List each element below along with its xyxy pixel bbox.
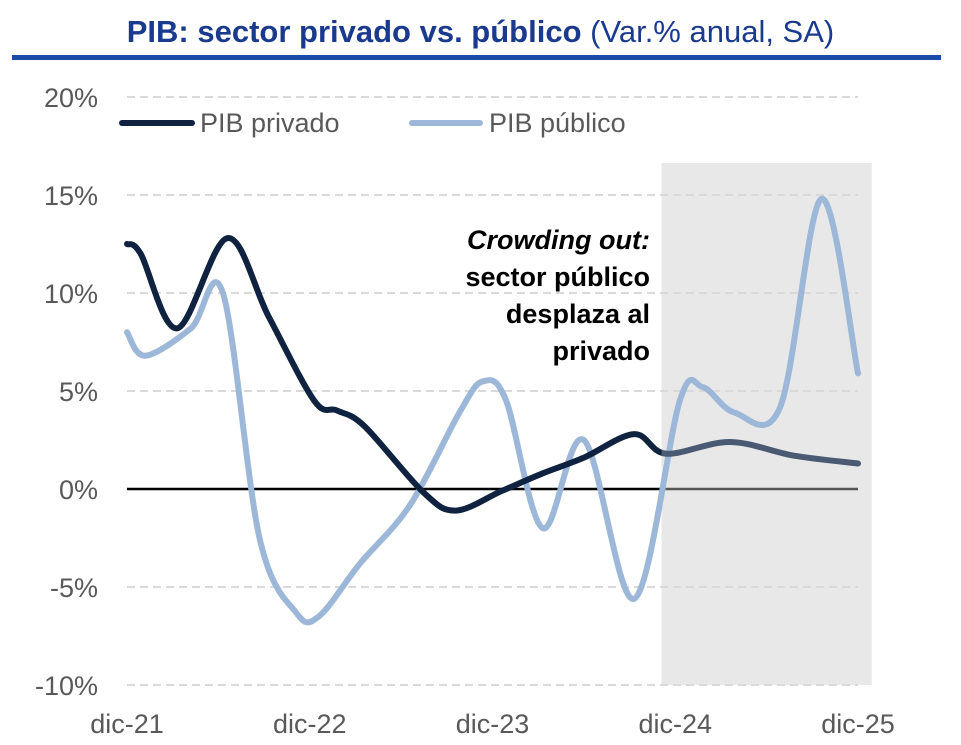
y-tick-label: -5% <box>50 573 98 603</box>
y-tick-label: 15% <box>44 181 98 211</box>
chart-title-subtitle: (Var.% anual, SA) <box>590 14 835 49</box>
legend-label-pib-privado: PIB privado <box>200 108 340 138</box>
y-tick-label: -10% <box>35 671 98 701</box>
annotation-line-2: sector público <box>465 262 650 292</box>
annotation-line-4: privado <box>552 336 650 366</box>
series-line-pib-privado <box>124 235 662 514</box>
series-line-pib-publico <box>124 195 861 626</box>
y-tick-label: 10% <box>44 279 98 309</box>
y-tick-label: 20% <box>44 83 98 113</box>
title-rule <box>12 55 941 60</box>
x-tick-label: dic-21 <box>90 709 164 739</box>
x-tick-label: dic-22 <box>273 709 347 739</box>
x-tick-label: dic-24 <box>638 709 712 739</box>
annotation-line-1: Crowding out: <box>467 225 650 255</box>
x-tick-label: dic-25 <box>821 709 895 739</box>
y-tick-label: 0% <box>59 475 98 505</box>
y-tick-label: 5% <box>59 377 98 407</box>
annotation-line-3: desplaza al <box>506 299 650 329</box>
chart-title: PIB: sector privado vs. público (Var.% a… <box>0 14 961 50</box>
x-tick-label: dic-23 <box>456 709 530 739</box>
chart-title-bold: PIB: sector privado vs. público <box>126 14 582 49</box>
series-line-pib-privado-projection <box>661 438 861 467</box>
legend-label-pib-publico: PIB público <box>489 108 626 138</box>
